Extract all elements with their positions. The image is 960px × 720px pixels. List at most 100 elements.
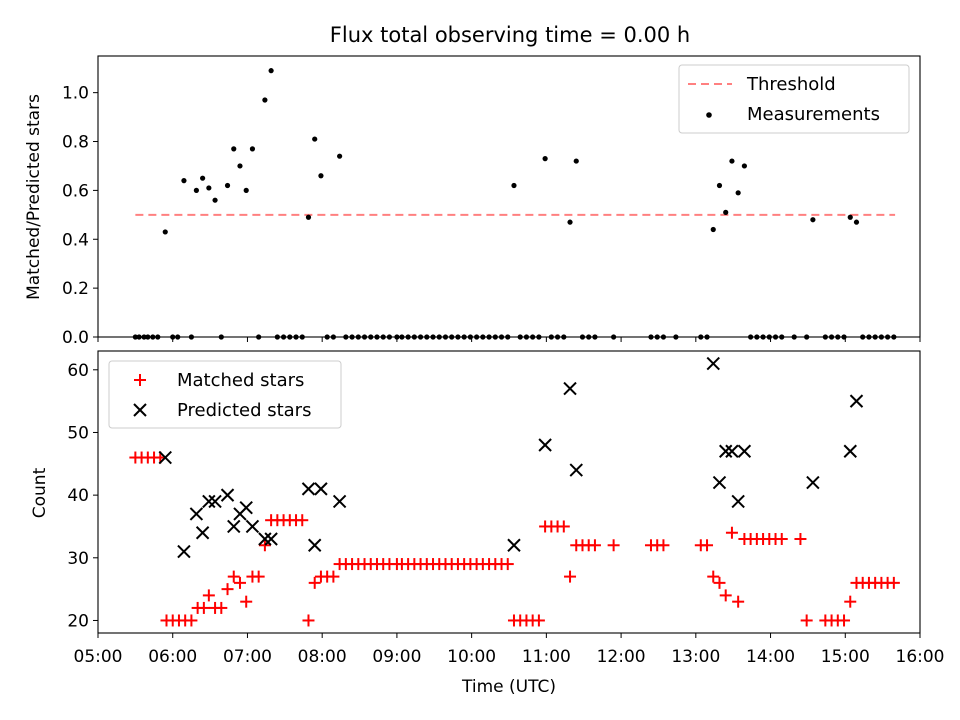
predicted-star-marker [849,394,864,408]
bottom-y-tick-label: 30 [67,549,89,569]
matched-star-marker [532,614,545,627]
measurement-point [567,219,573,225]
predicted-star-marker [177,544,191,559]
bottom-x-tick-label: 16:00 [896,647,945,667]
measurement-point [735,190,741,196]
measurement-point [162,229,168,235]
measurement-point [224,182,231,189]
bottom-y-tick-label: 20 [67,611,89,631]
bottom-y-tick-label: 60 [67,361,89,381]
predicted-star-marker [563,381,577,396]
matched-star-marker [215,601,228,614]
top-y-tick-label: 0.6 [62,181,89,201]
matched-star-marker [252,570,265,583]
predicted-star-marker [731,494,745,509]
top-x-ticks [97,337,921,342]
predicted-star-marker [507,538,521,552]
matched-star-marker [838,614,851,627]
measurement-points [132,68,897,340]
legend-matched-label: Matched stars [177,370,304,391]
bottom-x-tick-label: 10:00 [447,647,496,667]
legend-measurements-label: Measurements [747,104,880,125]
predicted-star-marker [227,519,241,534]
matched-star-marker [240,595,253,608]
predicted-star-marker [314,482,328,496]
matched-star-marker [221,583,234,596]
measurement-point [741,163,747,169]
top-legend: Threshold Measurements [678,64,910,134]
bottom-y-tick-label: 50 [67,423,89,443]
predicted-star-marker [195,526,210,540]
measurement-point [542,156,548,162]
top-plot-frame [97,55,921,338]
top-y-tick-label: 0.8 [62,133,89,153]
predicted-stars-points [158,356,864,559]
predicted-star-marker [843,444,857,458]
measurement-point [243,187,249,193]
measurement-point [262,97,268,103]
predicted-star-marker [806,475,820,490]
top-y-tick-label: 0.4 [62,230,89,250]
bottom-y-axis-label: Count [30,467,50,518]
matched-star-marker [233,576,246,589]
matched-star-marker [725,526,738,539]
bottom-x-tick-label: 15:00 [821,647,870,667]
measurement-point [305,214,312,220]
measurement-point [193,187,199,193]
matched-stars-points [129,451,900,627]
predicted-star-marker [719,444,733,458]
matched-star-marker [564,570,577,583]
measurement-point [511,182,517,189]
chart-title: Flux total observing time = 0.00 h [330,23,690,47]
matched-star-marker [701,539,714,552]
top-y-axis-label: Matched/Predicted stars [24,94,44,300]
measurement-point [237,163,243,169]
bottom-x-tick-label: 06:00 [148,647,197,667]
measurement-point [853,219,860,225]
predicted-star-marker [264,532,278,546]
predicted-star-marker [712,475,727,490]
matched-star-marker [844,595,857,608]
measurement-point [312,136,318,142]
measurement-point [206,185,212,191]
matched-star-marker [775,533,788,545]
matched-star-marker [607,539,620,552]
predicted-star-marker [245,519,260,534]
bottom-x-tick-label: 13:00 [671,647,720,667]
matched-star-marker [557,520,570,533]
top-y-tick-label: 1.0 [62,84,89,104]
matched-star-marker [707,570,720,583]
matched-star-marker [185,614,198,627]
predicted-star-marker [725,444,739,458]
predicted-star-marker [308,538,322,552]
bottom-plot-frame [97,350,921,634]
bottom-x-tick-label: 12:00 [597,647,646,667]
matched-star-marker [800,614,813,627]
matched-star-marker [296,514,309,527]
measurement-point [573,158,579,164]
bottom-x-tick-label: 09:00 [372,647,421,667]
bottom-y-ticks: 20 30 40 50 60 [67,361,98,631]
legend-predicted-label: Predicted stars [177,400,311,421]
predicted-star-marker [158,450,172,465]
matched-star-marker [794,533,807,545]
measurement-point [181,178,187,184]
legend-threshold-label: Threshold [746,74,836,95]
bottom-legend: Matched stars Predicted stars [108,360,342,429]
predicted-star-marker [569,463,583,477]
top-legend-box [678,64,910,134]
bottom-x-axis-label: Time (UTC) [461,677,556,697]
predicted-star-marker [332,494,347,509]
top-y-tick-label: 0.2 [62,279,89,299]
measurement-point [847,214,853,220]
matched-star-marker [588,539,601,552]
measurement-point [729,158,735,164]
measurement-point [200,175,206,181]
top-y-tick-label: 0.0 [62,328,89,348]
legend-predicted-swatch [133,403,147,417]
measurement-point [318,173,324,179]
bottom-x-tick-label: 11:00 [522,647,571,667]
measurement-point [231,146,237,152]
predicted-star-marker [208,494,222,509]
